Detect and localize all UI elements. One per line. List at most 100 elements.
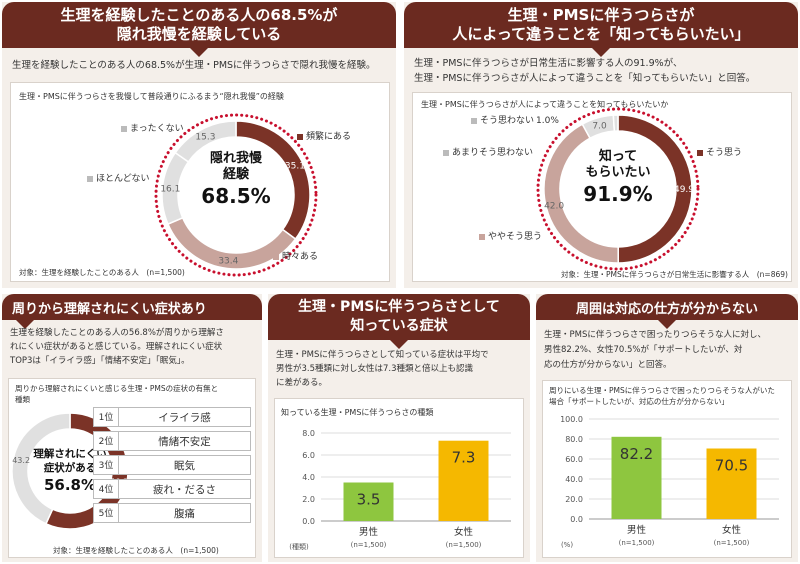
caption-line-2: 種類 xyxy=(15,395,30,404)
rank-item-5: 5位 腹痛 xyxy=(93,503,251,523)
desc-line-1: 生理を経験したことのある人の56.8%が周りから理解さ xyxy=(10,328,224,338)
title-line-2: 人によって違うことを「知ってもらいたい」 xyxy=(452,25,750,43)
y-tick-label: 0.0 xyxy=(570,515,583,524)
chart-card: 生理・PMSに伴うつらさを我慢して普段通りにふるまう“隠れ我慢”の経験 35.1… xyxy=(10,82,390,282)
chart-card: 周りにいる生理・PMSに伴うつらさで困ったりつらそうな人がいた 場合「サポートし… xyxy=(542,380,792,558)
category-sample-label: (n=1,500) xyxy=(619,539,655,547)
bar-value-label: 70.5 xyxy=(715,457,748,475)
y-tick-label: 20.0 xyxy=(565,495,583,504)
category-label: 男性 xyxy=(627,524,647,536)
legend-disagree: そう思わない 1.0% xyxy=(471,113,559,126)
center-label-2: 経験 xyxy=(222,167,249,182)
caption-line-2: 場合「サポートしたいが、対応の仕方が分からない」 xyxy=(549,397,729,406)
donut-center: 理解されにくい 症状がある 56.8% xyxy=(25,447,115,495)
title-line-1: 生理を経験したことのある人の68.5%が xyxy=(60,6,338,24)
chart-caption: 生理・PMSに伴うつらさが人によって違うことを知ってもらいたいか xyxy=(421,100,669,109)
donut-chart-want-understanding: 49.9 42.0 7.0 xyxy=(536,107,700,271)
bar-chart-support-unknown: 0.0 20.0 40.0 60.0 80.0 100.0 (%) 82.2 男性 (n=1,50… xyxy=(560,415,779,549)
desc-line-2: れにくい症状があると感じている。理解されにくい症状 xyxy=(10,342,223,352)
desc-line-2: 男性82.2%、女性70.5%が「サポートしたいが、対 xyxy=(544,345,743,355)
category-sample-label: (n=1,500) xyxy=(446,541,482,549)
rank-position: 1位 xyxy=(93,407,119,427)
donut-center: 知って もらいたい 91.9% xyxy=(563,149,673,207)
y-tick-label: 2.0 xyxy=(302,495,315,504)
legend-swatch xyxy=(297,133,303,140)
bar-2 xyxy=(706,448,757,519)
y-tick-label: 4.0 xyxy=(302,473,315,482)
panel-description: 生理を経験したことのある人の68.5%が生理・PMSに伴うつらさで隠れ我慢を経験… xyxy=(12,60,376,71)
center-value: 91.9% xyxy=(583,182,653,206)
bar-1 xyxy=(343,482,394,521)
legend-swatch xyxy=(479,233,485,240)
legend-sometimes: 時々ある xyxy=(273,249,318,262)
legend-label: ほとんどない xyxy=(96,174,150,184)
desc-line-3: TOP3は「イライラ感」「情緒不安定」「眠気」。 xyxy=(10,356,190,366)
caption-line-1: 周りにいる生理・PMSに伴うつらさで困ったりつらそうな人がいた xyxy=(549,386,775,395)
legend-label: 時々ある xyxy=(282,252,319,262)
slice-value-label: 15.3 xyxy=(195,132,215,142)
legend-swatch xyxy=(697,149,703,156)
bar-2 xyxy=(438,440,489,521)
sample-note: 対象：生理を経験したことのある人 (n=1,500) xyxy=(19,268,185,277)
center-label-1: 知って xyxy=(598,149,638,164)
donut-chart-hidden-endurance: 35.1 33.4 16.1 15.3 xyxy=(154,113,318,277)
y-tick-label: 100.0 xyxy=(560,415,583,424)
y-tick-label: 60.0 xyxy=(565,455,583,464)
category-label: 男性 xyxy=(359,526,379,538)
center-label-1: 隠れ我慢 xyxy=(209,151,262,166)
category-label: 女性 xyxy=(722,524,742,536)
legend-somewhat-agree: ややそう思う xyxy=(479,229,542,242)
legend-swatch xyxy=(121,125,127,132)
bar-value-label: 82.2 xyxy=(620,445,653,463)
panel-description: 生理・PMSに伴うつらさで困ったりつらそうな人に対し、 男性82.2%、女性70… xyxy=(544,328,794,373)
center-label-2: もらいたい xyxy=(585,165,651,180)
title-line-1: 生理・PMSに伴うつらさとして xyxy=(298,299,500,315)
desc-line-1: 生理・PMSに伴うつらさとして知っている症状は平均で xyxy=(276,350,489,360)
legend-never: まったくない xyxy=(121,121,184,134)
bar-value-label: 7.3 xyxy=(452,449,476,467)
chart-caption: 知っている生理・PMSに伴うつらさの種類 xyxy=(281,408,434,417)
chart-caption: 周りにいる生理・PMSに伴うつらさで困ったりつらそうな人がいた 場合「サポートし… xyxy=(549,385,775,407)
legend-label: まったくない xyxy=(130,124,184,134)
center-value: 56.8% xyxy=(43,476,97,494)
rank-position: 2位 xyxy=(93,431,119,451)
rank-position: 3位 xyxy=(93,455,119,475)
y-tick-label: 8.0 xyxy=(302,429,315,438)
slice-value-label: 42.0 xyxy=(544,202,564,212)
rank-symptom: 疲れ・だるさ xyxy=(119,479,251,499)
panel-title: 周りから理解されにくい症状あり xyxy=(2,294,262,329)
chart-card: 周りから理解されにくいと感じる生理・PMSの症状の有無と 種類 56.843.2… xyxy=(8,378,256,558)
bar-chart-known-symptoms: 0.0 2.0 4.0 6.0 8.0 (種類) 3.5 男性 (n=1,500) 7.3 女性 (n… xyxy=(289,429,511,551)
panel-title: 生理・PMSに伴うつらさが 人によって違うことを「知ってもらいたい」 xyxy=(404,2,798,57)
title-line-2: 隠れ我慢を経験している xyxy=(116,25,282,43)
legend-label: ややそう思う xyxy=(488,232,543,242)
y-tick-label: 0.0 xyxy=(302,517,315,526)
panel-title: 生理を経験したことのある人の68.5%が 隠れ我慢を経験している xyxy=(2,2,396,57)
legend-frequent: 頻繁にある xyxy=(297,129,351,142)
sample-note: 対象：生理を経験したことのある人 (n=1,500) xyxy=(53,546,219,555)
rank-symptom: 腹痛 xyxy=(119,503,251,523)
rank-item-1: 1位 イライラ感 xyxy=(93,407,251,427)
donut-slice-2 xyxy=(11,412,71,525)
slice-value-label: 33.4 xyxy=(218,257,238,267)
desc-line-1: 生理・PMSに伴うつらさで困ったりつらそうな人に対し、 xyxy=(544,330,766,340)
legend-label: そう思わない xyxy=(480,116,535,126)
value-label-disagree: 1.0% xyxy=(536,116,559,126)
rank-symptom: 眠気 xyxy=(119,455,251,475)
desc-line-1: 生理・PMSに伴うつらさが日常生活に影響する人の91.9%が、 xyxy=(414,58,683,69)
slice-value-label: 49.9 xyxy=(674,185,694,195)
y-tick-label: 80.0 xyxy=(565,435,583,444)
panel-hidden-endurance: 生理を経験したことのある人の68.5%が 隠れ我慢を経験している 生理を経験した… xyxy=(2,2,396,288)
panel-title: 周囲は対応の仕方が分からない xyxy=(536,294,798,329)
category-sample-label: (n=1,500) xyxy=(351,541,387,549)
panel-support-unknown: 周囲は対応の仕方が分からない 生理・PMSに伴うつらさで困ったりつらそうな人に対… xyxy=(536,294,798,562)
donut-slice-4 xyxy=(612,114,619,132)
y-unit-label: (種類) xyxy=(289,542,309,551)
bar-value-label: 3.5 xyxy=(357,491,381,509)
legend-agree: そう思う xyxy=(697,145,742,158)
dotted-ring xyxy=(154,113,318,277)
panel-description: 生理・PMSに伴うつらさが日常生活に影響する人の91.9%が、 生理・PMSに伴… xyxy=(414,56,790,86)
center-label-2: 症状がある xyxy=(43,462,97,474)
legend-label: 頻繁にある xyxy=(306,132,352,142)
rank-item-4: 4位 疲れ・だるさ xyxy=(93,479,251,499)
